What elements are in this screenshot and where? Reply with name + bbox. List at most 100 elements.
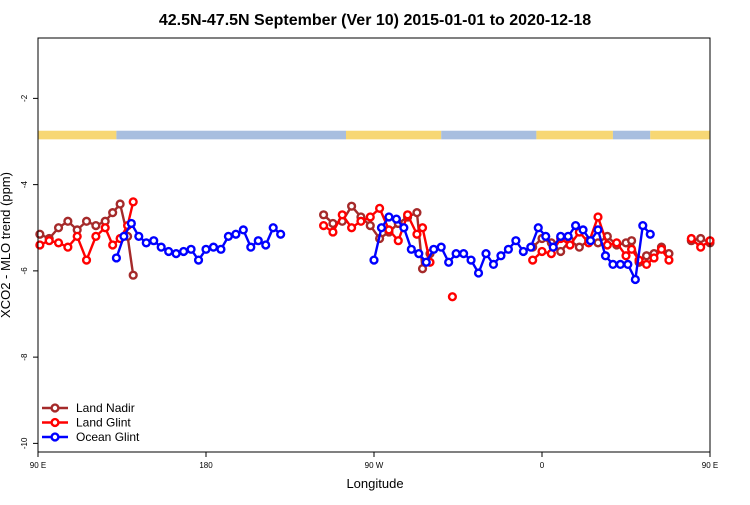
data-point: [626, 244, 637, 254]
data-point: [44, 236, 54, 246]
data-point: [201, 244, 211, 254]
legend-label: Land Glint: [76, 416, 131, 430]
data-point: [384, 212, 394, 222]
y-tick-label: -10: [20, 437, 29, 449]
data-point: [149, 236, 159, 246]
mask-segment-land: [346, 130, 442, 140]
legend-label: Ocean Glint: [76, 430, 140, 444]
data-point: [570, 220, 581, 231]
data-point: [626, 236, 637, 246]
data-point: [179, 246, 189, 257]
data-point: [621, 251, 631, 261]
data-point: [126, 218, 136, 229]
data-point: [328, 227, 338, 237]
data-point: [115, 199, 125, 209]
series-ocean-glint: [111, 212, 655, 285]
data-point: [81, 255, 92, 265]
y-tick-label: -4: [20, 181, 29, 189]
data-point: [649, 253, 659, 263]
data-point: [319, 220, 329, 231]
data-point: [100, 223, 110, 233]
data-point: [578, 225, 588, 235]
data-point: [533, 223, 543, 233]
data-point: [35, 240, 45, 250]
data-point: [246, 242, 256, 252]
data-point: [481, 249, 491, 259]
data-point: [253, 236, 263, 246]
data-point: [593, 225, 603, 235]
data-point: [108, 240, 118, 250]
data-point: [641, 251, 652, 261]
data-point: [656, 244, 667, 254]
data-point: [518, 246, 528, 257]
data-point: [193, 255, 204, 265]
data-point: [268, 223, 278, 233]
data-point: [406, 244, 416, 254]
data-point: [612, 238, 622, 248]
data-point: [447, 292, 458, 302]
data-point: [369, 255, 379, 265]
data-point: [696, 233, 706, 244]
data-point: [511, 236, 521, 246]
data-point: [223, 231, 234, 241]
mask-segment-ocean: [612, 130, 651, 140]
data-point: [593, 212, 603, 222]
data-point: [528, 255, 538, 265]
data-point: [91, 231, 101, 241]
data-point: [63, 242, 73, 252]
data-point: [365, 212, 375, 222]
data-point: [526, 242, 536, 252]
data-point: [608, 259, 618, 270]
data-point: [459, 249, 469, 259]
data-point: [686, 233, 696, 244]
data-point: [393, 236, 403, 246]
data-point: [337, 210, 347, 220]
data-point: [429, 244, 439, 254]
data-point: [414, 249, 424, 259]
data-point: [347, 223, 357, 233]
data-point: [403, 210, 413, 220]
data-point: [488, 259, 499, 270]
legend-item: Land Nadir: [42, 401, 135, 415]
mask-segment-land: [536, 130, 613, 140]
data-point: [375, 203, 385, 213]
data-point: [134, 231, 144, 241]
data-point: [496, 251, 506, 261]
data-point: [53, 238, 64, 248]
data-point: [384, 225, 394, 235]
data-point: [399, 223, 409, 233]
data-point: [615, 259, 626, 270]
data-point: [141, 238, 151, 248]
data-point: [473, 268, 484, 278]
data-point: [365, 220, 375, 231]
data-point: [466, 255, 476, 265]
data-point: [376, 223, 387, 233]
legend-swatch-marker: [50, 417, 60, 428]
data-point: [261, 240, 271, 250]
x-tick-label: 0: [540, 461, 545, 470]
data-point: [63, 216, 73, 226]
data-point: [391, 214, 402, 224]
data-point: [171, 249, 181, 259]
data-point: [319, 210, 329, 220]
data-point: [72, 231, 82, 241]
y-axis-title: XCO2 - MLO trend (ppm): [0, 172, 13, 318]
data-point: [574, 242, 584, 252]
y-tick-label: -8: [20, 353, 29, 361]
data-point: [186, 244, 196, 254]
data-point: [451, 249, 461, 259]
y-axis: -2 -4 -6 -8 -10: [20, 94, 38, 449]
data-point: [417, 264, 428, 274]
data-point: [108, 208, 118, 218]
x-tick-label: 90 E: [30, 461, 46, 470]
legend-swatch-marker: [50, 432, 60, 442]
x-tick-label: 90 E: [702, 461, 718, 470]
data-point: [91, 220, 101, 231]
series-land-glint: [35, 197, 715, 302]
data-point: [600, 251, 611, 261]
data-point: [537, 246, 547, 257]
data-point: [638, 220, 648, 231]
chart-title: 42.5N-47.5N September (Ver 10) 2015-01-0…: [159, 12, 591, 29]
